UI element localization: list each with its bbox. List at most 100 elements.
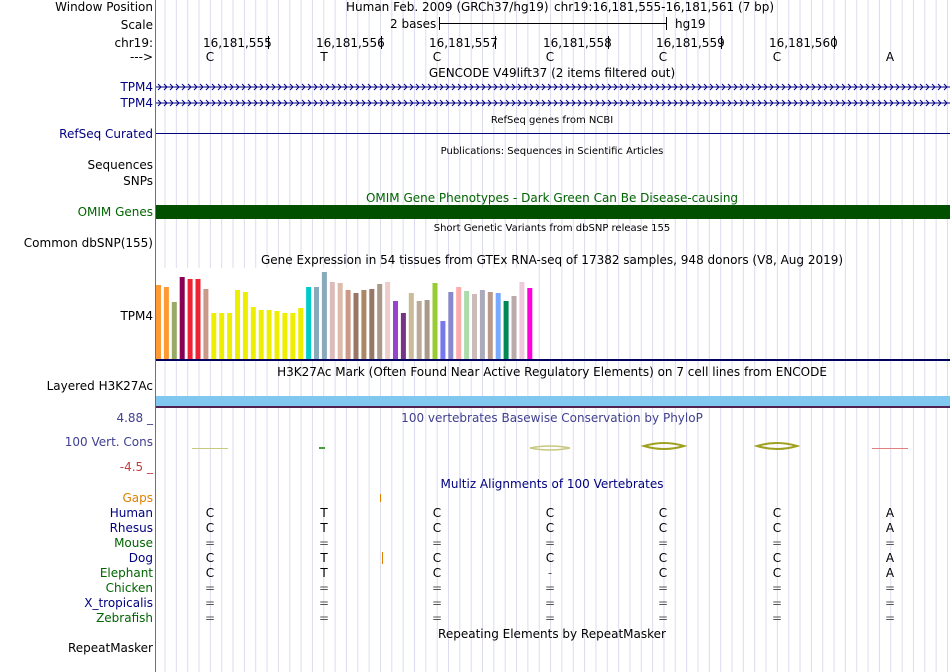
phylop-signal[interactable]	[156, 438, 950, 454]
alignment-base: C	[205, 551, 215, 565]
gtex-tissue-bar	[203, 289, 209, 359]
gtex-tissue-bar	[432, 283, 438, 359]
gencode-track-title[interactable]: GENCODE V49lift37 (2 items filtered out)	[428, 66, 676, 80]
gtex-tissue-bar	[511, 296, 517, 359]
alignment-base: C	[545, 521, 555, 535]
repeatmasker-label[interactable]: RepeatMasker	[67, 641, 153, 655]
multiz-gaps-label[interactable]: Gaps	[122, 491, 153, 505]
alignment-base: C	[432, 551, 442, 565]
gtex-tissue-bar	[321, 272, 327, 359]
alignment-base: =	[544, 611, 556, 625]
gtex-tissue-bar	[424, 300, 430, 359]
alignment-base: C	[432, 506, 442, 520]
omim-track-title[interactable]: OMIM Gene Phenotypes - Dark Green Can Be…	[365, 191, 739, 205]
gtex-tissue-bar	[329, 282, 335, 359]
ref-base: C	[205, 50, 215, 64]
coord-tick-label: 16,181,555	[203, 36, 272, 50]
alignment-base: C	[772, 521, 782, 535]
species-label[interactable]: Mouse	[114, 536, 153, 550]
alignment-base: C	[205, 566, 215, 580]
alignment-base: =	[431, 536, 443, 550]
gtex-tissue-bar	[179, 277, 185, 359]
alignment-base: =	[544, 536, 556, 550]
alignment-base: C	[772, 551, 782, 565]
refseq-gene-line[interactable]	[156, 133, 950, 134]
coord-tick	[608, 36, 609, 49]
gencode-item-label[interactable]: TPM4	[120, 80, 153, 94]
alignment-base: A	[885, 521, 895, 535]
alignment-base: =	[657, 611, 669, 625]
scale-bar	[439, 23, 667, 24]
gtex-tissue-bar	[393, 301, 398, 359]
publications-track-title[interactable]: Publications: Sequences in Scientific Ar…	[440, 146, 664, 157]
dbsnp-track-title[interactable]: Short Genetic Variants from dbSNP releas…	[433, 223, 671, 234]
species-label[interactable]: Chicken	[105, 581, 153, 595]
gtex-tissue-bar	[527, 288, 533, 359]
ref-base: C	[545, 50, 555, 64]
gtex-tissue-bar	[487, 292, 493, 359]
scale-label: Scale	[120, 18, 153, 32]
gtex-track-title[interactable]: Gene Expression in 54 tissues from GTEx …	[260, 253, 844, 267]
alignment-base: =	[884, 581, 896, 595]
phylop-max-label: 4.88 _	[116, 411, 153, 425]
dbsnp-label[interactable]: Common dbSNP(155)	[23, 236, 153, 250]
h3k27ac-label[interactable]: Layered H3K27Ac	[46, 379, 153, 393]
alignment-base: =	[657, 536, 669, 550]
coord-tick	[495, 36, 496, 49]
alignment-base: T	[320, 506, 328, 520]
alignment-base: A	[885, 566, 895, 580]
refseq-track-title[interactable]: RefSeq genes from NCBI	[490, 115, 614, 126]
alignment-base: =	[771, 611, 783, 625]
h3k27ac-track-title[interactable]: H3K27Ac Mark (Often Found Near Active Re…	[277, 365, 827, 379]
species-label[interactable]: Elephant	[99, 566, 153, 580]
gtex-tissue-bar	[290, 313, 296, 359]
snps-label[interactable]: SNPs	[123, 174, 153, 188]
species-label[interactable]: Dog	[128, 551, 153, 565]
gtex-tissue-bar	[258, 310, 264, 359]
gencode-item-label[interactable]: TPM4	[120, 96, 153, 110]
phylop-track-title[interactable]: 100 vertebrates Basewise Conservation by…	[401, 411, 703, 425]
alignment-base: =	[657, 596, 669, 610]
alignment-base: A	[885, 551, 895, 565]
alignment-base: C	[772, 566, 782, 580]
gtex-baseline	[156, 359, 950, 361]
multiz-track-title[interactable]: Multiz Alignments of 100 Vertebrates	[440, 477, 664, 491]
assembly-title: Human Feb. 2009 (GRCh37/hg19)	[346, 0, 549, 14]
gtex-label[interactable]: TPM4	[120, 309, 153, 323]
species-label[interactable]: Rhesus	[109, 521, 153, 535]
chrom-label: chr19:	[114, 36, 153, 50]
alignment-base: =	[884, 611, 896, 625]
h3k27ac-signal[interactable]	[156, 396, 950, 406]
species-label[interactable]: Human	[109, 506, 153, 520]
gtex-tissue-bar	[282, 313, 288, 359]
alignment-base: C	[658, 506, 668, 520]
species-label[interactable]: Zebrafish	[96, 611, 153, 625]
alignment-base: =	[771, 596, 783, 610]
gtex-tissue-bar	[519, 282, 525, 359]
omim-gene-bar[interactable]	[156, 205, 950, 219]
alignment-base: =	[204, 596, 216, 610]
phylop-label[interactable]: 100 Vert. Cons	[64, 435, 153, 449]
alignment-base: =	[884, 596, 896, 610]
scale-bar-left	[439, 17, 440, 30]
omim-label[interactable]: OMIM Genes	[77, 205, 153, 219]
alignment-base: =	[318, 596, 330, 610]
gtex-tissue-bar	[479, 290, 485, 359]
gtex-tissue-bar	[377, 284, 383, 359]
gtex-bar-chart[interactable]	[156, 268, 950, 362]
gtex-tissue-bar	[369, 289, 375, 359]
species-label[interactable]: X_tropicalis	[84, 596, 153, 610]
alignment-base: =	[431, 596, 443, 610]
publications-label[interactable]: Sequences	[87, 158, 153, 172]
repeatmasker-track-title[interactable]: Repeating Elements by RepeatMasker	[438, 627, 666, 641]
gtex-tissue-bar	[171, 302, 177, 359]
alignment-base: C	[205, 521, 215, 535]
ref-base: T	[320, 50, 328, 64]
gencode-gene-lines[interactable]	[156, 80, 950, 110]
refseq-label[interactable]: RefSeq Curated	[59, 127, 153, 141]
alignment-base: =	[771, 536, 783, 550]
position-text[interactable]: chr19:16,181,555-16,181,561 (7 bp)	[554, 0, 775, 14]
gtex-tissue-bar	[353, 293, 359, 359]
ref-base: A	[885, 50, 895, 64]
gtex-tissue-bar	[235, 290, 240, 359]
